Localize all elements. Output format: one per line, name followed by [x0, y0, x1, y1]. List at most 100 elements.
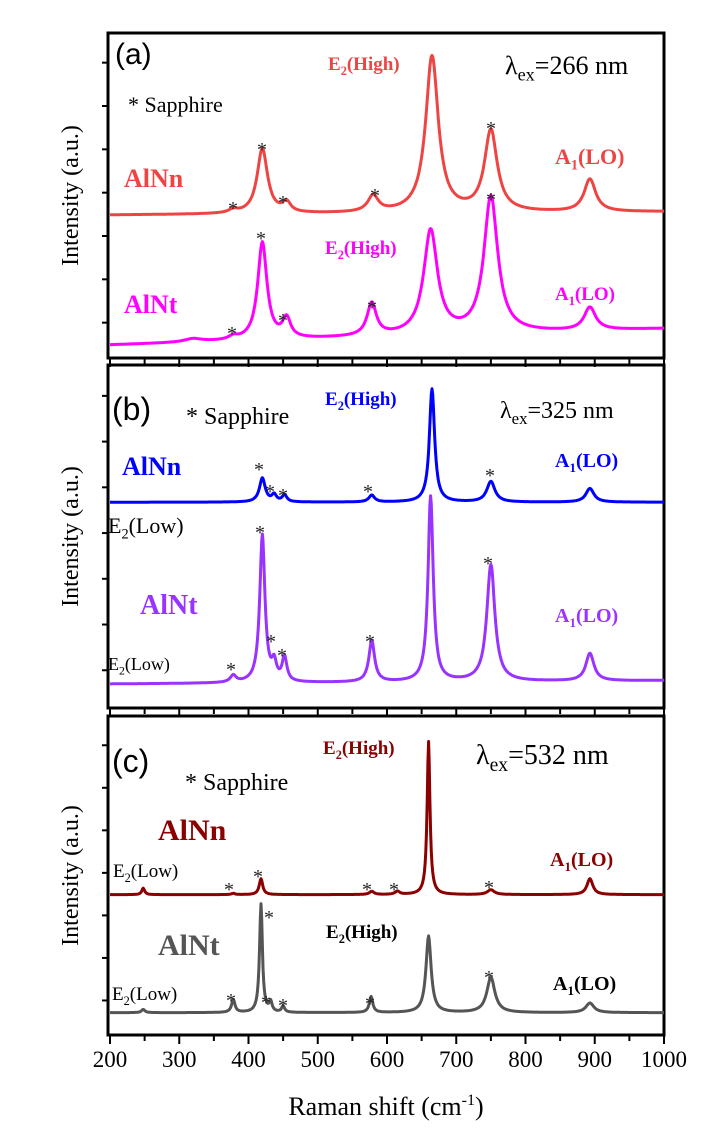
series-label-alnt: AlNt [158, 929, 220, 962]
sapphire-marker: * [261, 992, 271, 1014]
mode-label-base: E [112, 984, 124, 1005]
mode-label: A1(LO) [553, 973, 616, 998]
mode-label-sub: 1 [569, 615, 576, 630]
x-tick-label: 1000 [641, 1047, 687, 1072]
mode-label-rest: (High) [345, 922, 398, 943]
sapphire-marker: * [264, 907, 274, 929]
mode-label-rest: (Low) [130, 984, 177, 1005]
panel-b: Intensity (a.u.) AlNn AlNt (b) λex=325 nm * S… [58, 363, 666, 717]
sapphire-marker: * [255, 522, 265, 544]
x-axis-label-text: Raman shift (cm [288, 1092, 461, 1121]
sapphire-legend: * Sapphire [186, 404, 289, 430]
mode-label: E2(High) [325, 238, 397, 262]
mode-label-rest: (LO) [574, 973, 616, 995]
mode-label-sub: 1 [571, 158, 578, 174]
mode-label-sub: 2 [125, 871, 131, 885]
mode-label-base: A [550, 849, 565, 871]
mode-label-rest: (LO) [571, 849, 613, 871]
series-line-alnt [109, 494, 665, 686]
sapphire-marker: * [367, 297, 377, 319]
panel-c: Intensity (a.u.) AlNn AlNt (c) λex=532 nm * S… [58, 714, 687, 1121]
mode-label: E2(High) [323, 738, 395, 762]
mode-label-sub: 1 [567, 983, 574, 998]
excitation-value: =325 nm [527, 398, 614, 424]
panel-frame [106, 31, 666, 360]
x-tick-label: 800 [508, 1047, 543, 1072]
x-tick-label: 600 [370, 1047, 405, 1072]
excitation-value: =532 nm [508, 740, 609, 771]
series-line-alnt [109, 902, 665, 1015]
mode-label-sub: 2 [119, 665, 125, 678]
y-axis-label: Intensity (a.u.) [58, 125, 84, 266]
series-line-alnn [109, 740, 665, 897]
series-label-alnn: AlNn [124, 164, 184, 193]
sapphire-marker: * [278, 310, 288, 332]
mode-label-sub: 2 [338, 399, 344, 413]
x-tick-label: 500 [301, 1047, 336, 1072]
sapphire-marker: * [365, 631, 375, 653]
sapphire-marker: * [484, 877, 494, 899]
sapphire-marker: * [253, 866, 263, 888]
mode-label: A1(LO) [555, 284, 615, 308]
mode-label: E2(Low) [112, 984, 177, 1008]
sapphire-marker: * [362, 879, 372, 901]
lambda-symbol: λ [500, 398, 512, 424]
mode-label-rest: (Low) [131, 861, 178, 882]
panel-a: Intensity (a.u.) AlNn AlNt (a) λex=266 nm * S… [58, 31, 666, 367]
x-axis-label-sup: -1 [462, 1092, 475, 1109]
sapphire-marker: * [485, 465, 495, 487]
sapphire-marker: * [363, 481, 373, 503]
sapphire-marker: * [484, 967, 494, 989]
excitation-sub: ex [490, 755, 509, 776]
series-label-alnt: AlNt [140, 590, 198, 621]
y-axis-label: Intensity (a.u.) [58, 805, 84, 946]
mode-label: E2(High) [325, 389, 397, 413]
sapphire-marker: * [389, 879, 399, 901]
mode-label: E2(Low) [113, 861, 178, 885]
series-line-alnt [109, 193, 665, 347]
sapphire-marker: * [483, 553, 493, 575]
sapphire-marker: * [256, 228, 266, 250]
x-tick-label: 200 [93, 1047, 128, 1072]
mode-label-sub: 2 [124, 994, 130, 1008]
mode-label-base: E [323, 738, 336, 759]
mode-label-base: E [113, 861, 125, 882]
mode-label-base: E [108, 654, 119, 674]
mode-label-base: E [108, 513, 121, 538]
series-label-alnn: AlNn [122, 452, 182, 481]
sapphire-marker: * [226, 990, 236, 1012]
sapphire-legend: * Sapphire [128, 92, 223, 117]
mode-label-rest: (LO) [576, 605, 618, 627]
excitation-wavelength: λex=532 nm [476, 740, 609, 776]
excitation-value: =266 nm [535, 51, 628, 80]
mode-label-rest: (Low) [125, 654, 170, 675]
x-tick-label: 900 [578, 1047, 613, 1072]
series-line-alnn [109, 387, 665, 504]
mode-label-rest: (High) [342, 738, 395, 759]
mode-label-base: E [326, 922, 339, 943]
series-label-alnt: AlNt [124, 290, 178, 319]
sapphire-marker: * [486, 118, 496, 140]
y-axis-label: Intensity (a.u.) [58, 466, 84, 607]
lambda-symbol: λ [505, 51, 518, 80]
sapphire-marker: * [266, 631, 276, 653]
x-axis-label-close: ) [475, 1092, 484, 1121]
mode-label-rest: (High) [344, 238, 397, 259]
mode-label-base: E [328, 54, 341, 75]
sapphire-marker: * [278, 995, 288, 1017]
mode-label-rest: (High) [347, 54, 400, 75]
sapphire-marker: * [370, 185, 380, 207]
mode-label-base: A [555, 450, 570, 472]
mode-label-rest: (High) [344, 389, 397, 410]
mode-label-sub: 2 [341, 64, 347, 78]
mode-label: A1(LO) [555, 450, 618, 475]
mode-label-sub: 1 [569, 460, 576, 475]
mode-label: E2(Low) [108, 654, 170, 678]
series-label-alnn: AlNn [158, 814, 227, 847]
x-axis-label: Raman shift (cm-1) [288, 1092, 483, 1121]
mode-label: E2(High) [326, 922, 398, 946]
panel-label: (b) [112, 391, 151, 427]
mode-label-base: E [325, 238, 338, 259]
panel-label: (a) [115, 38, 152, 71]
